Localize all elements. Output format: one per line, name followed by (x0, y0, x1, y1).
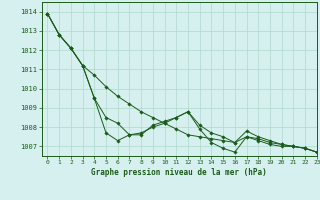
X-axis label: Graphe pression niveau de la mer (hPa): Graphe pression niveau de la mer (hPa) (91, 168, 267, 177)
